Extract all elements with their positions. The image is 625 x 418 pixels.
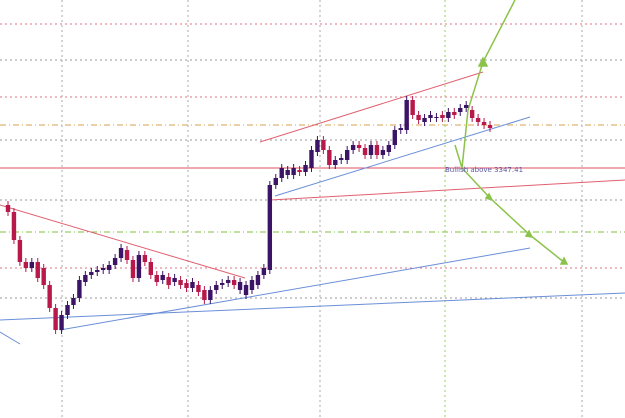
candle-body	[374, 145, 380, 155]
candle-body	[208, 290, 213, 300]
candle-body	[172, 278, 177, 282]
candle-body	[368, 145, 374, 155]
candle-body	[130, 260, 136, 278]
candle-body	[279, 168, 284, 178]
candle-body	[255, 275, 261, 285]
candle-body	[434, 117, 439, 118]
candle-body	[380, 150, 386, 155]
candle-body	[273, 178, 278, 185]
candle-body	[350, 145, 356, 150]
candle-body	[41, 268, 46, 285]
candle-body	[166, 277, 171, 285]
candle-body	[463, 105, 469, 108]
candle-body	[118, 248, 124, 258]
candle-body	[35, 262, 40, 278]
candle-body	[315, 140, 320, 152]
candle-body	[297, 170, 302, 172]
candle-body	[59, 315, 64, 330]
candle-body	[83, 275, 88, 282]
candle-body	[291, 168, 296, 175]
candle-body	[267, 185, 273, 270]
candle-body	[190, 282, 195, 288]
candle-body	[154, 275, 159, 282]
candle-body	[327, 150, 332, 165]
candle-body	[148, 262, 154, 275]
candle-body	[214, 285, 219, 290]
candles	[5, 96, 493, 334]
candle-body	[17, 240, 23, 262]
candle-body	[89, 272, 94, 275]
candle-body	[47, 285, 52, 308]
candle-body	[446, 112, 451, 118]
candle-body	[249, 280, 255, 290]
candle-body	[112, 258, 118, 265]
candle-body	[220, 283, 225, 285]
candle-body	[160, 275, 165, 280]
candle-body	[404, 100, 409, 130]
candle-body	[356, 145, 362, 148]
candle-body	[142, 255, 148, 262]
candle-body	[77, 280, 82, 298]
candle-body	[71, 298, 76, 305]
candle-body	[458, 108, 463, 112]
candle-body	[475, 118, 481, 122]
candle-body	[225, 280, 231, 283]
candle-body	[124, 250, 130, 260]
candle-body	[392, 130, 397, 145]
candle-body	[243, 285, 249, 295]
candle-body	[440, 115, 445, 118]
candle-body	[29, 262, 35, 268]
candle-body	[5, 205, 11, 212]
candle-body	[95, 270, 100, 272]
candle-body	[101, 268, 106, 270]
candle-body	[202, 290, 207, 300]
candle-body	[481, 122, 487, 125]
candle-body	[23, 262, 29, 268]
candle-body	[362, 148, 368, 155]
candle-body	[428, 115, 433, 118]
candle-body	[65, 305, 70, 315]
candle-body	[136, 255, 142, 278]
candle-body	[386, 145, 392, 152]
forecast-arrows	[454, 0, 569, 265]
trendlines	[0, 71, 625, 345]
candle-body	[231, 280, 237, 285]
annotation: Bullish above 3347.41	[445, 166, 523, 174]
candle-body	[261, 268, 267, 275]
candle-body	[309, 150, 314, 168]
candle-body	[53, 308, 58, 330]
candle-body	[184, 283, 189, 288]
candle-body	[452, 112, 457, 115]
candle-body	[196, 285, 201, 292]
candle-body	[398, 128, 403, 130]
candle-body	[422, 118, 427, 122]
candle-body	[285, 170, 290, 175]
candle-body	[333, 160, 338, 165]
candle-body	[321, 140, 326, 150]
candle-body	[344, 150, 350, 160]
candle-body	[410, 100, 415, 115]
candle-body	[303, 165, 308, 172]
candle-body	[178, 280, 183, 285]
candle-body	[106, 265, 112, 270]
candle-body	[469, 110, 475, 118]
candle-body	[416, 115, 421, 120]
candle-body	[339, 158, 344, 160]
candle-body	[237, 282, 243, 290]
candle-body	[11, 212, 17, 240]
candle-body	[487, 125, 493, 128]
